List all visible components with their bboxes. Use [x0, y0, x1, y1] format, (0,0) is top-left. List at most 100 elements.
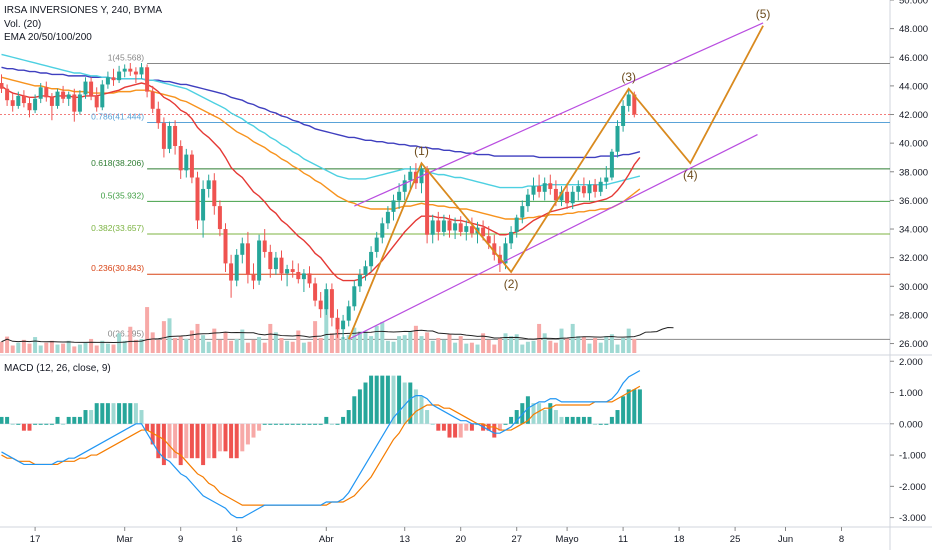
macd-histogram-bar [217, 423, 222, 452]
macd-histogram-bar [262, 423, 267, 425]
candle-body [464, 226, 469, 232]
macd-histogram-bar [447, 423, 452, 438]
volume-bar [122, 340, 127, 353]
volume-bar [341, 337, 346, 353]
macd-histogram-bar [5, 416, 10, 424]
macd-tick-label: -3.000 [899, 513, 926, 524]
volume-bar [576, 336, 581, 353]
macd-histogram-bar [94, 403, 99, 424]
macd-histogram-bar [509, 416, 514, 424]
candle-body [615, 125, 620, 152]
volume-bar [565, 338, 570, 353]
volume-bar [346, 335, 351, 353]
fib-level-label: 0.786(41.444) [91, 111, 144, 121]
candle-body [89, 81, 94, 96]
volume-bar [55, 344, 60, 353]
fib-level-label: 0.236(30.843) [91, 263, 144, 273]
time-tick-label: Abr [319, 534, 334, 545]
macd-histogram-bar [240, 423, 245, 452]
candle-body [240, 243, 245, 255]
macd-histogram-bar [593, 423, 598, 425]
macd-histogram-bar [380, 375, 385, 424]
candle-body [570, 191, 575, 204]
volume-bar [497, 338, 502, 353]
volume-bar [117, 333, 122, 353]
candle-body [245, 243, 250, 275]
candle-body [55, 91, 60, 106]
volume-bar [94, 345, 99, 353]
candle-body [525, 194, 530, 207]
chart-title: IRSA INVERSIONES Y, 240, BYMA [4, 5, 163, 16]
candle-body [100, 84, 105, 108]
volume-bar [369, 336, 374, 353]
macd-histogram-bar [609, 416, 614, 424]
candle-body [520, 206, 525, 218]
volume-bar [430, 340, 435, 353]
volume-bar [262, 342, 267, 353]
candle-body [105, 77, 110, 85]
volume-bar [570, 323, 575, 353]
volume-bar [475, 344, 480, 353]
time-tick-label: 17 [30, 534, 41, 545]
macd-histogram-bar [33, 423, 38, 425]
channel-line [348, 134, 758, 340]
volume-bar [150, 332, 155, 353]
price-tick-label: 50.000 [899, 0, 928, 7]
macd-histogram-bar [167, 423, 172, 459]
volume-bar [105, 343, 110, 353]
macd-histogram-bar [290, 423, 295, 425]
volume-bar [391, 341, 396, 353]
volume-bar [525, 341, 530, 353]
candle-body [609, 151, 614, 178]
volume-bar [464, 343, 469, 353]
candle-body [195, 177, 200, 221]
candle-body [206, 180, 211, 189]
fib-level-label: 0(26.295) [108, 328, 145, 338]
candle-body [279, 257, 284, 274]
macd-histogram-bar [117, 403, 122, 424]
candle-body [217, 206, 222, 230]
volume-bar [458, 336, 463, 353]
volume-bar [139, 338, 144, 353]
price-tick-label: 44.000 [899, 81, 928, 92]
candle-body [565, 191, 570, 204]
candle-body [33, 98, 38, 111]
macd-histogram-bar [469, 423, 474, 431]
candle-body [408, 171, 413, 181]
volume-bar [329, 333, 334, 353]
macd-histogram-bar [61, 423, 66, 425]
macd-histogram-bar [122, 403, 127, 424]
volume-bar [307, 341, 312, 353]
volume-bar [352, 327, 357, 353]
candle-body [128, 68, 133, 72]
wave-path [347, 25, 764, 340]
macd-histogram-bar [357, 389, 362, 424]
macd-histogram-bar [128, 403, 133, 424]
candle-body [313, 283, 318, 301]
macd-histogram-bar [245, 423, 250, 445]
macd-histogram-bar [173, 423, 178, 459]
macd-histogram-bar [621, 396, 626, 424]
macd-histogram-bar [559, 416, 564, 424]
macd-histogram-bar [363, 382, 368, 424]
volume-bar [531, 340, 536, 353]
candle-body [380, 223, 385, 238]
price-tick-label: 26.000 [899, 339, 928, 350]
candle-body [559, 191, 564, 201]
volume-bar [184, 338, 189, 353]
candle-body [503, 243, 508, 264]
macd-histogram-bar [27, 423, 32, 431]
time-tick-label: 25 [730, 534, 741, 545]
volume-bar [553, 342, 558, 353]
macd-tick-label: -1.000 [899, 451, 926, 462]
volume-bar [469, 342, 474, 353]
macd-histogram-bar [313, 423, 318, 425]
volume-bar [520, 344, 525, 353]
candle-body [229, 263, 234, 281]
volume-bar [10, 345, 15, 353]
volume-bar [206, 341, 211, 353]
candle-body [492, 243, 497, 255]
volume-bar [72, 346, 77, 353]
